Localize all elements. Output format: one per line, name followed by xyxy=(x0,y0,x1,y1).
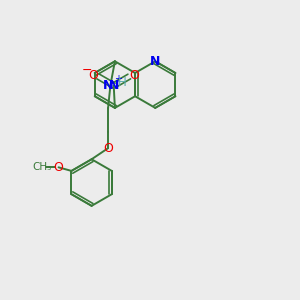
Text: O: O xyxy=(103,142,113,155)
Text: −: − xyxy=(82,64,92,77)
Text: O: O xyxy=(130,69,140,82)
Text: O: O xyxy=(54,161,64,174)
Text: N: N xyxy=(109,79,119,92)
Text: O: O xyxy=(88,69,98,82)
Text: N: N xyxy=(150,55,160,68)
Text: CH₃: CH₃ xyxy=(32,162,52,172)
Text: +: + xyxy=(115,74,122,84)
Text: N: N xyxy=(103,79,113,92)
Text: H: H xyxy=(117,76,126,89)
